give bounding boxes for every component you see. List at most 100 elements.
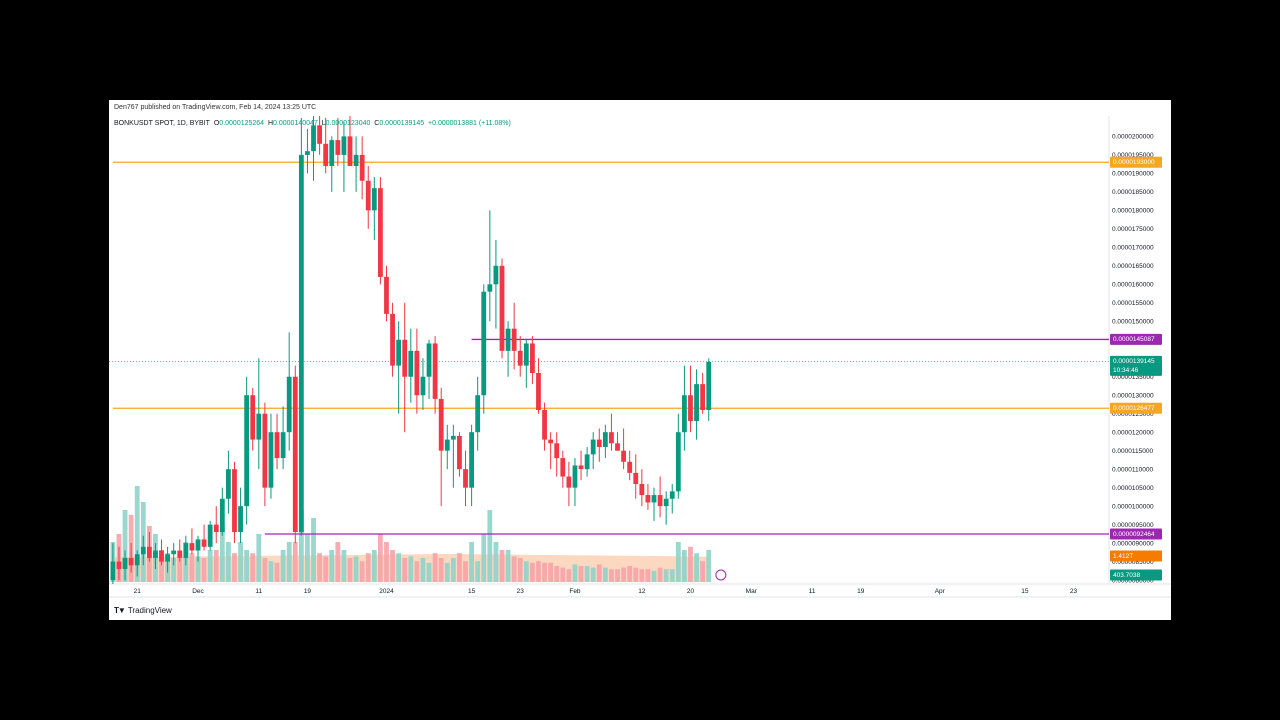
volume-bar	[536, 561, 541, 582]
volume-bar	[505, 550, 511, 582]
candle-body	[554, 443, 560, 459]
candle-body	[505, 328, 511, 351]
volume-bar	[511, 556, 517, 582]
volume-bar	[298, 510, 304, 582]
candle-body	[207, 524, 213, 547]
candle-body	[475, 395, 481, 433]
volume-bar	[639, 569, 645, 582]
candle-body	[530, 343, 535, 374]
volume-bar	[450, 558, 456, 582]
x-tick-label: 21	[134, 588, 142, 595]
candle-body	[578, 465, 584, 470]
volume-bar	[159, 550, 164, 582]
candle-body	[189, 543, 195, 551]
volume-bar	[335, 542, 341, 582]
candle-body	[639, 483, 645, 496]
volume-bar	[329, 550, 335, 582]
candle-body	[669, 491, 675, 499]
candle-body	[444, 439, 450, 451]
candle-body	[408, 350, 414, 377]
candle-body	[134, 554, 140, 566]
publisher-line: Den767 published on TradingView.com, Feb…	[114, 104, 317, 111]
candle-body	[688, 395, 693, 422]
volume-bar	[560, 567, 566, 582]
volume-bar	[280, 550, 286, 582]
candle-body	[171, 550, 177, 555]
volume-bar	[572, 564, 578, 582]
candle-body	[274, 432, 280, 459]
level-price-badge	[1110, 402, 1162, 414]
volume-bar	[645, 569, 651, 582]
candle-body	[700, 384, 706, 411]
candle-body	[706, 361, 712, 411]
x-tick-label: Feb	[569, 588, 581, 595]
volume-bar	[682, 550, 687, 582]
candle-body	[292, 376, 298, 533]
y-tick-label: 0.0000110000	[1112, 466, 1153, 473]
volume-bar	[347, 558, 353, 582]
candle-body	[463, 469, 468, 488]
candle-body	[140, 546, 146, 555]
volume-bar	[675, 542, 681, 582]
volume-bar	[189, 553, 195, 582]
candle-body	[116, 561, 122, 569]
candle-body	[566, 476, 572, 488]
candle-body	[183, 543, 189, 558]
y-tick-label: 0.0000185000	[1112, 189, 1154, 196]
volume-bar	[195, 556, 201, 582]
candle-body	[457, 435, 462, 470]
level-price-badge-text: 0.0000092464	[1113, 531, 1155, 538]
candle-body	[159, 550, 164, 562]
volume-bar	[213, 550, 219, 582]
x-tick-label: 19	[857, 588, 865, 595]
candle-body	[682, 395, 687, 433]
volume-bar	[207, 550, 213, 582]
volume-bar	[341, 550, 347, 582]
volume-bar	[365, 553, 371, 582]
volume-bar	[420, 558, 426, 582]
x-tick-label: 11	[255, 588, 262, 595]
volume-bar	[122, 510, 128, 582]
candle-body	[280, 432, 286, 459]
volume-bar	[706, 550, 712, 582]
candle-body	[286, 376, 292, 433]
level-price-badge	[1110, 156, 1162, 168]
volume-bar	[487, 510, 493, 582]
level-price-badge-text: 0.0000193000	[1113, 159, 1155, 166]
candle-body	[201, 539, 207, 547]
volume-bar	[134, 486, 140, 582]
volume-bar	[548, 562, 554, 582]
candle-body	[450, 435, 456, 440]
candle-body	[499, 265, 505, 351]
candle-body	[633, 472, 639, 484]
candle-body	[298, 154, 304, 533]
volume-bar	[523, 561, 529, 582]
candle-body	[335, 140, 341, 155]
level-price-badge	[1110, 333, 1162, 345]
candle-body	[627, 461, 633, 473]
candle-body	[390, 313, 395, 366]
candlestick-chart[interactable]: 0.0000200000 0.0000195000 0.0000190000 0.00…	[109, 100, 1171, 620]
open-label: O	[213, 120, 220, 127]
x-tick-label: 11	[809, 588, 816, 595]
brand-label: TradingView	[127, 606, 172, 615]
candle-body	[153, 550, 158, 558]
volume-bar	[414, 561, 420, 582]
volume-bar	[651, 570, 657, 582]
volume-bar	[602, 567, 608, 582]
candle-body	[645, 495, 651, 503]
candle-body	[609, 432, 614, 444]
volume-bar	[378, 534, 383, 582]
plot-area[interactable]	[109, 111, 1109, 588]
candle-body	[426, 343, 432, 377]
candle-body	[146, 546, 152, 558]
volume-ma-badge-text: 1.412T	[1113, 553, 1133, 560]
last-price-badge-text: 10:34:46	[1113, 367, 1139, 374]
candle-body	[469, 432, 474, 488]
x-tick-label: 19	[304, 588, 312, 595]
change-value: +0.0000013881 (+11.08%)	[428, 120, 511, 127]
candle-body	[517, 350, 523, 366]
volume-bar	[286, 542, 292, 582]
y-tick-label: 0.0000175000	[1112, 226, 1154, 233]
tradingview-logo[interactable]: T▼ TradingView	[114, 606, 172, 615]
